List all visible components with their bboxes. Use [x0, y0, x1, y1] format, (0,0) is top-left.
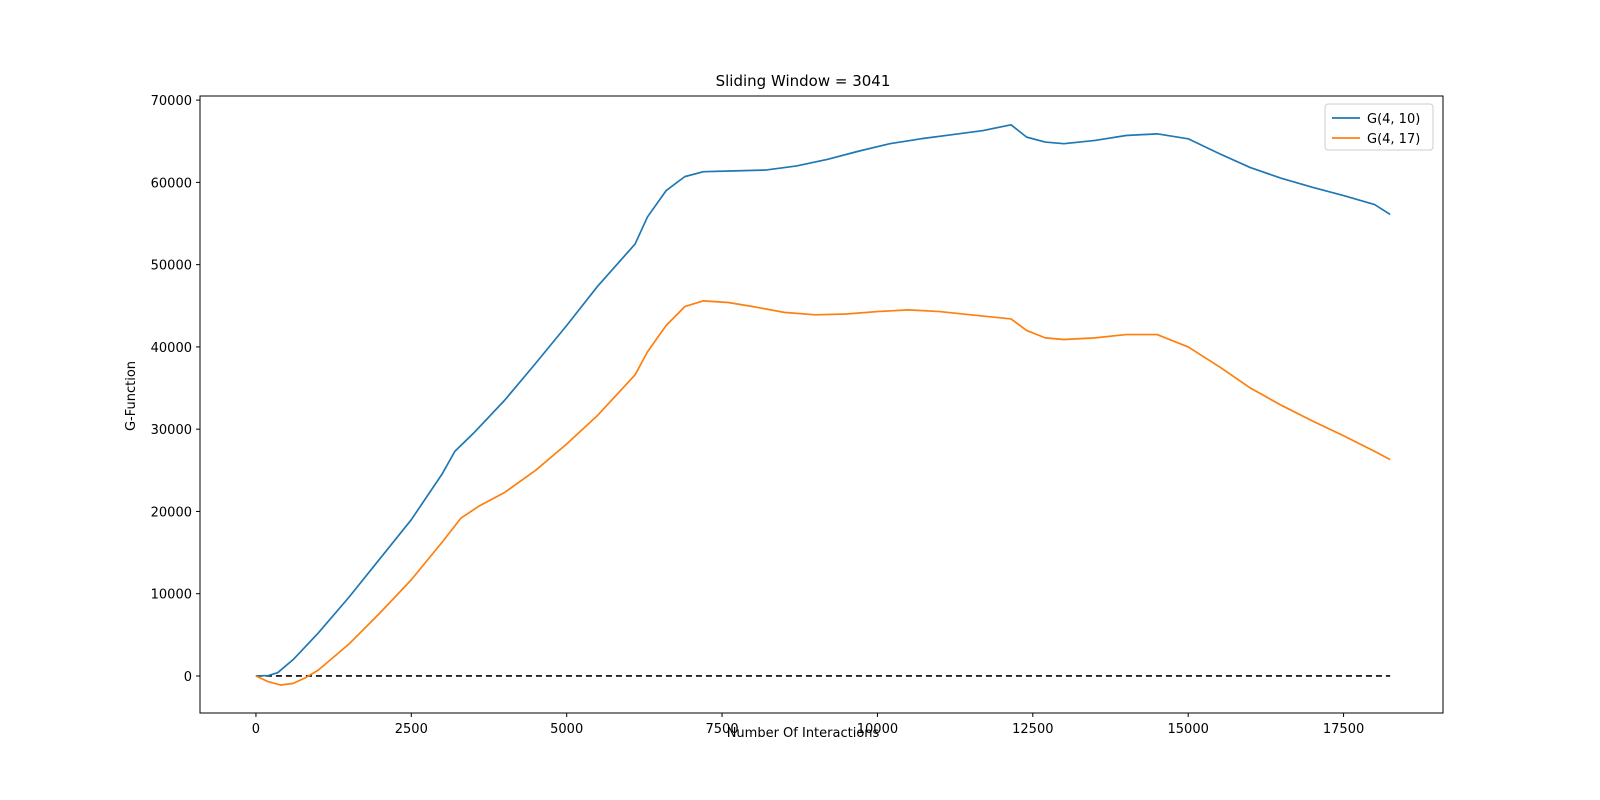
y-tick-label: 20000	[151, 505, 192, 520]
plot-area: 0 2500 5000 7500 10000 12500 15000 17500 0 10000 2…	[151, 94, 1444, 737]
legend-label-1: G(4, 10)	[1367, 112, 1420, 127]
x-tick-label: 7500	[706, 722, 739, 737]
y-tick-label: 30000	[151, 423, 192, 438]
x-tick-label: 5000	[550, 722, 583, 737]
plot-frame	[199, 95, 1444, 714]
legend: G(4, 10) G(4, 17)	[1324, 103, 1434, 151]
x-axis-label: Number Of Interactions	[727, 726, 880, 741]
x-tick-label: 2500	[395, 722, 428, 737]
legend-label-2: G(4, 17)	[1367, 132, 1420, 147]
y-tick-label: 10000	[151, 588, 192, 603]
series-line-2	[255, 299, 1391, 686]
y-axis-label: G-Function	[124, 361, 139, 431]
series-line-1	[255, 123, 1391, 677]
y-tick-label: 60000	[151, 176, 192, 191]
y-tick-label: 0	[184, 670, 192, 685]
chart-title: Sliding Window = 3041	[716, 72, 891, 90]
x-tick-label: 17500	[1323, 722, 1364, 737]
x-tick-label: 12500	[1012, 722, 1053, 737]
x-tick-label: 15000	[1168, 722, 1209, 737]
y-tick-label: 70000	[151, 94, 192, 109]
x-tick-label: 0	[252, 722, 260, 737]
x-tick-label: 10000	[857, 722, 898, 737]
y-tick-label: 50000	[151, 259, 192, 274]
y-tick-label: 40000	[151, 341, 192, 356]
